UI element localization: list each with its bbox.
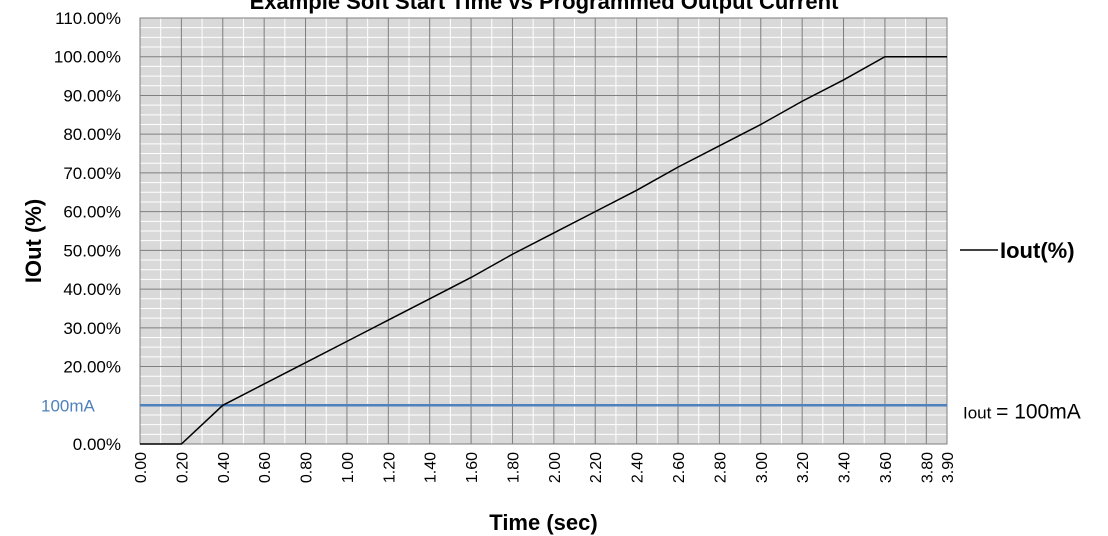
chart-title: Example Soft Start Time vs Programmed Ou… [249, 0, 839, 14]
y-tick-label: 30.00% [63, 319, 121, 338]
x-tick-label: 3.80 [919, 452, 936, 483]
y-axis-title: IOut (%) [21, 199, 46, 283]
x-tick-label: 3.00 [754, 452, 771, 483]
y-tick-label: 80.00% [63, 125, 121, 144]
y-tick-label: 0.00% [73, 435, 121, 454]
x-tick-label: 1.00 [340, 452, 357, 483]
x-tick-label: 1.60 [464, 452, 481, 483]
x-tick-label: 0.60 [257, 452, 274, 483]
series-line [140, 55, 947, 445]
y-tick-label: 50.00% [63, 241, 121, 260]
y-tick-label: 60.00% [63, 203, 121, 222]
y-tick-label: 100.00% [54, 48, 121, 67]
annotation-value: = 100mA [996, 400, 1081, 423]
x-tick-label: 1.40 [423, 452, 440, 483]
y-tick-label: 20.00% [63, 358, 121, 377]
x-tick-label: 2.60 [671, 452, 688, 483]
x-tick-label: 1.20 [381, 452, 398, 483]
reference-annotation: Iout = 100mA [963, 400, 1081, 423]
reference-line-label: 100mA [41, 396, 96, 415]
x-tick-label: 0.40 [216, 452, 233, 483]
x-tick-label: 2.80 [712, 452, 729, 483]
y-tick-label: 40.00% [63, 280, 121, 299]
x-tick-label: 2.00 [547, 452, 564, 483]
x-tick-label: 3.90 [940, 452, 957, 483]
y-tick-label: 110.00% [55, 9, 121, 28]
x-tick-label: 2.20 [588, 452, 605, 483]
x-tick-label: 0.00 [133, 452, 150, 483]
annotation-prefix: Iout [963, 403, 996, 422]
y-tick-label: 90.00% [63, 86, 121, 105]
y-tick-label: 70.00% [63, 164, 121, 183]
x-tick-label: 3.20 [795, 452, 812, 483]
grid-lines [140, 17, 947, 444]
x-tick-label: 3.40 [837, 452, 854, 483]
x-tick-label: 2.40 [630, 452, 647, 483]
x-tick-label: 3.60 [878, 452, 895, 483]
x-tick-label: 1.80 [505, 452, 522, 483]
plot-border [139, 17, 948, 445]
x-axis-title: Time (sec) [489, 510, 597, 535]
x-tick-label: 0.80 [299, 452, 316, 483]
legend-label: Iout(%) [1000, 238, 1075, 263]
x-tick-label: 0.20 [174, 452, 191, 483]
